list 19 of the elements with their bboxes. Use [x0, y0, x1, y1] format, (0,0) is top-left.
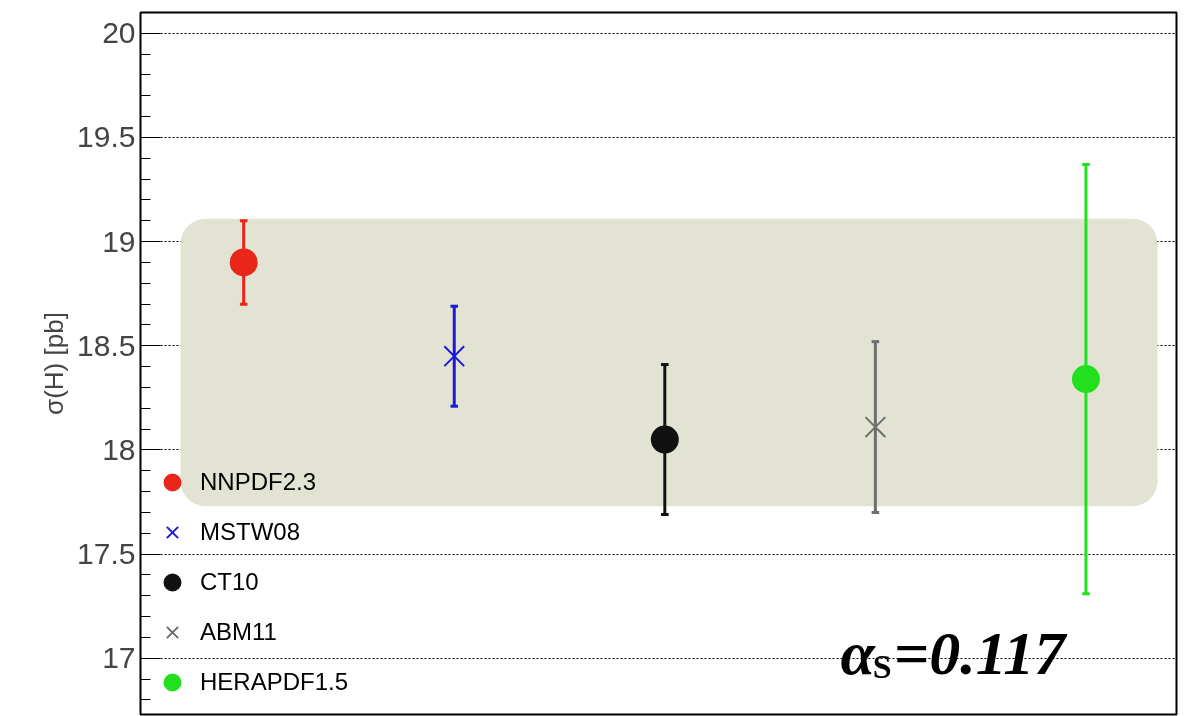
- point: [650, 425, 679, 454]
- legend-label: HERAPDF1.5: [200, 668, 349, 696]
- y-tick-label: 20: [102, 16, 136, 50]
- legend-label: MSTW08: [200, 518, 301, 546]
- y-tick-label: 17: [102, 641, 136, 675]
- y-tick-label: 19.5: [77, 120, 136, 154]
- point: [229, 248, 258, 277]
- y-tick-label: 18.5: [77, 328, 136, 362]
- legend-label: NNPDF2.3: [200, 468, 317, 496]
- y-tick-label: 18: [102, 432, 136, 466]
- y-tick-label: 19: [102, 224, 136, 258]
- point: [1071, 365, 1100, 394]
- annotation: αS=0.117: [840, 618, 1069, 687]
- point: [443, 345, 466, 368]
- point: [864, 416, 887, 438]
- legend-label: CT10: [200, 568, 259, 596]
- legend-label: ABM11: [200, 618, 277, 646]
- y-tick-label: 17.5: [77, 537, 136, 571]
- y-axis-title: σ(H) [pb]: [39, 312, 70, 415]
